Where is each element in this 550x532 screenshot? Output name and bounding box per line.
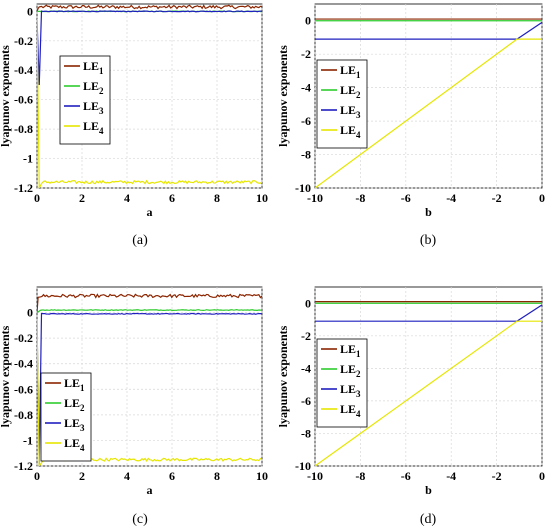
x-tick-label: 6 [169, 469, 175, 483]
legend-label-le3: LE3 [83, 99, 104, 116]
panel-caption: (d) [420, 512, 437, 527]
y-tick-label: -1 [23, 433, 33, 447]
chart-panel-d: -10 -8 -6 -4 -2 0 0 -2 -4 -6 -8 -10 b lyapunov expone… [276, 286, 545, 527]
x-tick-label: -4 [446, 469, 456, 483]
x-tick-label: 8 [214, 469, 220, 483]
x-axis-label: b [425, 205, 432, 219]
y-axis-label: lyapunov exponents [0, 45, 12, 147]
x-tick-label: 0 [539, 469, 545, 483]
x-tick-label: 10 [256, 191, 268, 205]
x-tick-label: -2 [492, 469, 502, 483]
legend-box [316, 59, 368, 149]
y-tick-label: -10 [295, 181, 311, 195]
series-line-le4 [37, 18, 262, 188]
x-tick-label: -6 [401, 469, 411, 483]
legend-label-le4: LE4 [340, 123, 361, 140]
y-axis-label: lyapunov exponents [0, 325, 12, 427]
y-tick-label: -0.4 [14, 63, 33, 77]
legend: LE1 LE2 LE3 LE4 [316, 59, 368, 149]
series-line-le3 [37, 10, 262, 85]
legend-label-le2: LE2 [340, 83, 361, 100]
y-tick-label: -4 [301, 81, 311, 95]
x-tick-label: 0 [539, 191, 545, 205]
x-axis-label: b [425, 483, 432, 497]
x-tick-label: -8 [355, 191, 365, 205]
series-line-le2 [37, 309, 262, 314]
panel-caption: (b) [420, 233, 437, 248]
legend-label-le1: LE1 [340, 342, 361, 359]
y-tick-label: 0 [305, 14, 311, 28]
x-tick-label: -6 [401, 191, 411, 205]
legend-label-le2: LE2 [83, 79, 104, 96]
legend-label-le3: LE3 [340, 382, 361, 399]
y-tick-label: -2 [301, 47, 311, 61]
x-tick-label: 8 [214, 191, 220, 205]
legend-box [316, 338, 368, 428]
y-tick-label: 0 [27, 4, 33, 18]
x-tick-label: 4 [124, 191, 130, 205]
legend-label-le1: LE1 [340, 63, 361, 80]
y-tick-label: -6 [301, 394, 311, 408]
x-tick-label: 10 [256, 469, 268, 483]
x-tick-label: 4 [124, 469, 130, 483]
y-tick-label: -0.2 [14, 34, 33, 48]
y-tick-label: -0.8 [14, 122, 33, 136]
x-tick-label: -2 [492, 191, 502, 205]
x-tick-label: 2 [79, 191, 85, 205]
legend-box [59, 55, 111, 145]
y-tick-label: -1.2 [14, 459, 33, 473]
legend-label-le4: LE4 [83, 119, 104, 136]
legend-label-le2: LE2 [340, 362, 361, 379]
panel-caption: (c) [132, 512, 148, 527]
y-axis-label: lyapunov exponents [276, 325, 290, 427]
y-tick-label: -2 [301, 329, 311, 343]
panel-caption: (a) [132, 233, 148, 248]
chart-panel-c: 0 2 4 6 8 10 0 -0.2 -0.4 -0.6 -0.8 -1 -1.2 a lyapunov … [0, 286, 268, 527]
series-line-le1 [37, 4, 262, 12]
y-tick-label: -0.6 [14, 382, 33, 396]
y-tick-label: -0.4 [14, 357, 33, 371]
y-tick-label: -0.8 [14, 408, 33, 422]
legend-label-le1: LE1 [83, 59, 104, 76]
x-tick-label: -4 [446, 191, 456, 205]
legend-label-le3: LE3 [64, 416, 85, 433]
y-tick-label: -1.2 [14, 181, 33, 195]
y-tick-label: -1 [23, 152, 33, 166]
y-tick-label: 0 [27, 306, 33, 320]
legend: LE1 LE2 LE3 LE4 [59, 55, 111, 145]
y-tick-label: -0.2 [14, 331, 33, 345]
x-tick-label: 2 [79, 469, 85, 483]
legend-label-le4: LE4 [64, 436, 85, 453]
y-tick-label: -8 [301, 148, 311, 162]
y-tick-label: -10 [295, 459, 311, 473]
x-axis-label: a [147, 205, 153, 219]
legend-label-le1: LE1 [64, 376, 85, 393]
y-tick-label: -4 [301, 361, 311, 375]
series-line-le3 [37, 312, 262, 466]
series-line-le4 [315, 320, 542, 466]
y-axis-label: lyapunov exponents [276, 45, 290, 147]
series-line-le1 [37, 293, 262, 313]
y-tick-label: -6 [301, 114, 311, 128]
legend-label-le2: LE2 [64, 396, 85, 413]
legend: LE1 LE2 LE3 LE4 [40, 372, 92, 462]
legend-label-le3: LE3 [340, 103, 361, 120]
x-tick-label: 0 [34, 469, 40, 483]
chart-panel-b: -10 -8 -6 -4 -2 0 0 -2 -4 -6 -8 -10 b lyapunov expone… [276, 3, 545, 248]
series-line-le4 [315, 38, 542, 188]
y-tick-label: 0 [305, 296, 311, 310]
x-tick-label: -10 [307, 469, 323, 483]
legend-label-le4: LE4 [340, 402, 361, 419]
x-tick-label: 6 [169, 191, 175, 205]
y-tick-label: -0.6 [14, 93, 33, 107]
x-tick-label: -8 [355, 469, 365, 483]
y-tick-label: -8 [301, 426, 311, 440]
chart-panel-a: 0 2 4 6 8 10 0 -0.2 -0.4 -0.6 -0.8 -1 -1.2 a lyapunov … [0, 3, 268, 248]
legend-box [40, 372, 92, 462]
x-tick-label: 0 [34, 191, 40, 205]
x-axis-label: a [147, 483, 153, 497]
legend: LE1 LE2 LE3 LE4 [316, 338, 368, 428]
x-tick-label: -10 [307, 191, 323, 205]
